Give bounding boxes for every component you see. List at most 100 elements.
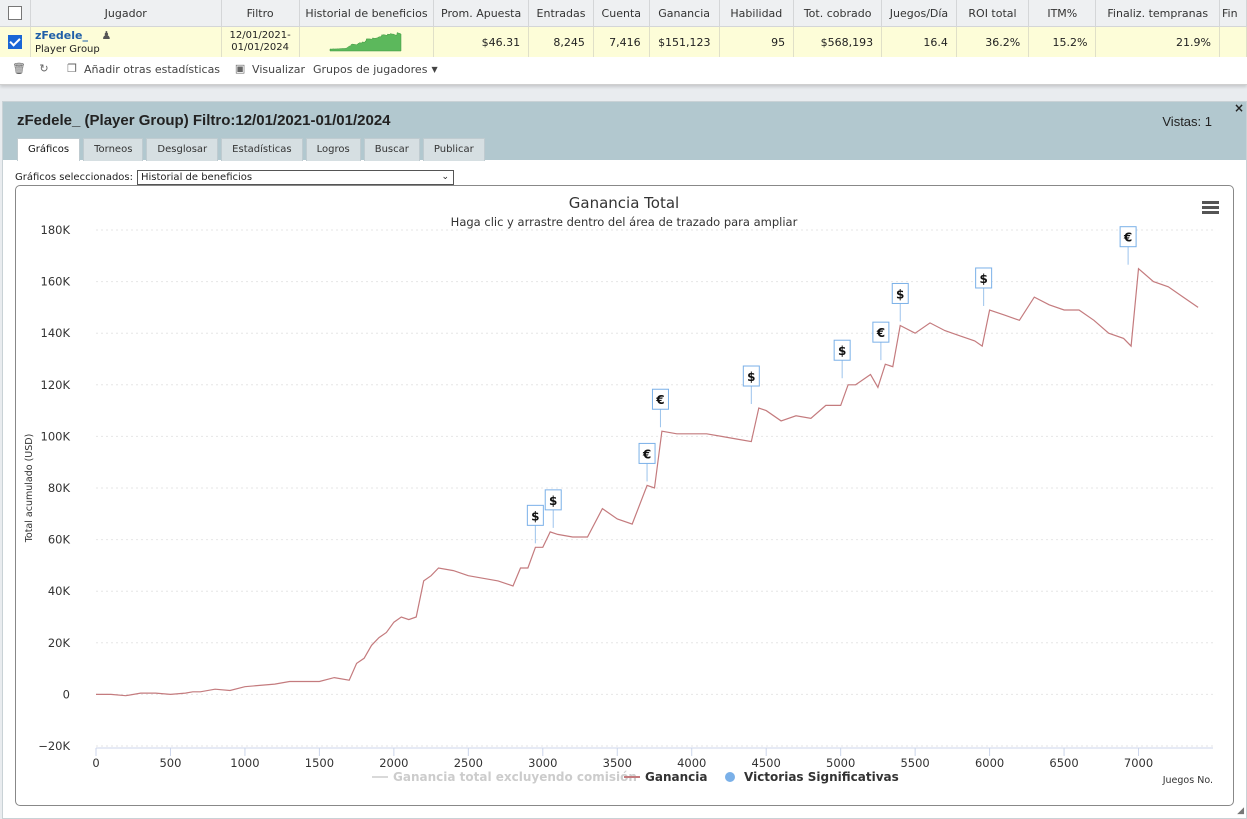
count-cell: 7,416 [593, 26, 650, 57]
filter-line1: 12/01/2021- [229, 30, 291, 41]
x-tick-label: 1000 [230, 756, 259, 770]
column-header[interactable]: Juegos/Día [881, 0, 957, 27]
flag-symbol: $ [838, 344, 846, 358]
flag-box [1119, 226, 1137, 248]
row-select-cell[interactable] [0, 26, 31, 57]
legend-label: Ganancia total excluyendo comisión [393, 770, 637, 784]
graph-selector: Gráficos seleccionados: Historial de ben… [15, 170, 454, 185]
column-header[interactable]: Jugador [30, 0, 222, 27]
close-icon[interactable]: × [1233, 101, 1244, 115]
significant-win-flag[interactable]: $ [742, 365, 760, 405]
graph-selector-label: Gráficos seleccionados: [15, 172, 133, 183]
flag-symbol: $ [747, 370, 755, 384]
add-stats-label: Añadir otras estadísticas [84, 62, 221, 76]
y-axis-label: Total acumulado (USD) [24, 434, 35, 544]
tab-tournaments[interactable]: Torneos [83, 138, 144, 161]
significant-win-flag[interactable]: $ [891, 282, 909, 322]
y-tick-label: 180K [41, 223, 71, 237]
select-all-checkbox[interactable] [8, 6, 22, 20]
significant-win-flag[interactable]: $ [975, 267, 993, 306]
filter-line2: 01/01/2024 [231, 42, 289, 53]
x-tick-label: 2500 [454, 756, 483, 770]
flag-box [975, 267, 993, 289]
tab-publish[interactable]: Publicar [422, 138, 485, 161]
early-finishes-cell: 21.9% [1095, 26, 1220, 57]
column-header[interactable]: Filtro [221, 0, 300, 27]
legend-item[interactable]: Ganancia [624, 770, 707, 784]
add-stats-button[interactable]: ❐ Añadir otras estadísticas [66, 63, 220, 76]
refresh-icon[interactable]: ↻ [39, 62, 49, 75]
tab-graphs[interactable]: Gráficos [17, 138, 81, 161]
column-header[interactable]: Fin [1219, 0, 1247, 27]
table-toolbar: 🗑 ↻ ❐ Añadir otras estadísticas ▣ Visual… [0, 57, 1247, 81]
profit-chart[interactable]: Ganancia Total Haga clic y arrastre dentr… [16, 186, 1233, 805]
select-all-header[interactable] [0, 0, 31, 27]
caret-down-icon: ▼ [431, 64, 438, 74]
column-header[interactable]: Cuenta [593, 0, 650, 27]
panel-title: zFedele_ (Player Group) Filtro:12/01/202… [17, 112, 391, 129]
x-tick-label: 1500 [305, 756, 334, 770]
flag-symbol: € [642, 447, 651, 461]
column-header[interactable]: Finaliz. tempranas [1095, 0, 1220, 27]
column-header[interactable]: Tot. cobrado [793, 0, 883, 27]
column-header[interactable]: ITM% [1028, 0, 1097, 27]
flag-box [526, 504, 544, 526]
graph-select-value: Historial de beneficios [141, 172, 253, 183]
x-tick-label: 5500 [900, 756, 929, 770]
player-group-label: Player Group [35, 43, 100, 55]
player-name-link[interactable]: zFedele_ [35, 28, 88, 42]
significant-win-flag[interactable]: € [651, 388, 669, 428]
y-tick-label: 20K [48, 636, 71, 650]
x-tick-label: 3000 [528, 756, 557, 770]
avg-stake-cell: $46.31 [433, 26, 530, 57]
hamburger-menu-icon[interactable] [1202, 201, 1219, 214]
flag-box [544, 489, 562, 511]
chevron-down-icon: ⌄ [441, 172, 449, 182]
column-header[interactable]: Entradas [528, 0, 594, 27]
row-checkbox[interactable] [8, 35, 22, 49]
significant-win-flag[interactable]: € [1119, 226, 1137, 265]
stats-header-row: Jugador Filtro Historial de beneficios P… [0, 0, 1247, 27]
stats-table: Jugador Filtro Historial de beneficios P… [0, 0, 1247, 57]
significant-win-flag[interactable]: $ [526, 504, 544, 544]
chart-title: Ganancia Total [569, 194, 679, 212]
flag-symbol: $ [531, 509, 539, 523]
profit-history-sparkline[interactable] [328, 30, 404, 52]
panel-header: zFedele_ (Player Group) Filtro:12/01/202… [3, 101, 1246, 161]
resize-handle-icon[interactable]: ◢ [1237, 806, 1244, 816]
legend-item[interactable]: Victorias Significativas [725, 770, 899, 784]
column-header[interactable]: Historial de beneficios [299, 0, 435, 27]
player-cell: zFedele_ ♟ Player Group [30, 26, 222, 57]
flag-box [833, 339, 851, 361]
column-header[interactable]: Habilidad [719, 0, 795, 27]
x-tick-label: 5000 [826, 756, 855, 770]
menu-bar [1202, 206, 1219, 209]
total-won-cell: $568,193 [793, 26, 883, 57]
graph-select[interactable]: Historial de beneficios ⌄ [137, 170, 454, 185]
x-tick-label: 7000 [1124, 756, 1153, 770]
y-tick-label: 80K [48, 481, 71, 495]
trash-icon[interactable]: 🗑 [12, 62, 26, 75]
y-tick-label: 60K [48, 533, 71, 547]
significant-win-flag[interactable]: $ [833, 339, 851, 379]
entries-cell: 8,245 [528, 26, 594, 57]
column-header[interactable]: Prom. Apuesta [433, 0, 530, 27]
visualize-button[interactable]: ▣ Visualizar [234, 63, 305, 76]
column-header[interactable]: Ganancia [649, 0, 720, 27]
player-groups-dropdown[interactable]: Grupos de jugadores ▼ [313, 63, 438, 76]
significant-win-flag[interactable]: € [638, 442, 656, 482]
significant-win-flag[interactable]: € [872, 321, 890, 361]
tab-statistics[interactable]: Estadísticas [221, 138, 303, 161]
legend-item[interactable]: Ganancia total excluyendo comisión [372, 770, 637, 784]
significant-win-flag[interactable]: $ [544, 489, 562, 528]
y-tick-label: 140K [41, 326, 71, 340]
tab-breakdown[interactable]: Desglosar [146, 138, 219, 161]
image-icon: ▣ [234, 62, 246, 75]
column-header[interactable]: ROI total [956, 0, 1030, 27]
tab-search[interactable]: Buscar [363, 138, 420, 161]
roi-cell: 36.2% [956, 26, 1030, 57]
x-tick-label: 6500 [1049, 756, 1078, 770]
flag-symbol: € [1123, 231, 1132, 245]
y-tick-label: 0 [63, 687, 70, 701]
tab-achievements[interactable]: Logros [305, 138, 361, 161]
